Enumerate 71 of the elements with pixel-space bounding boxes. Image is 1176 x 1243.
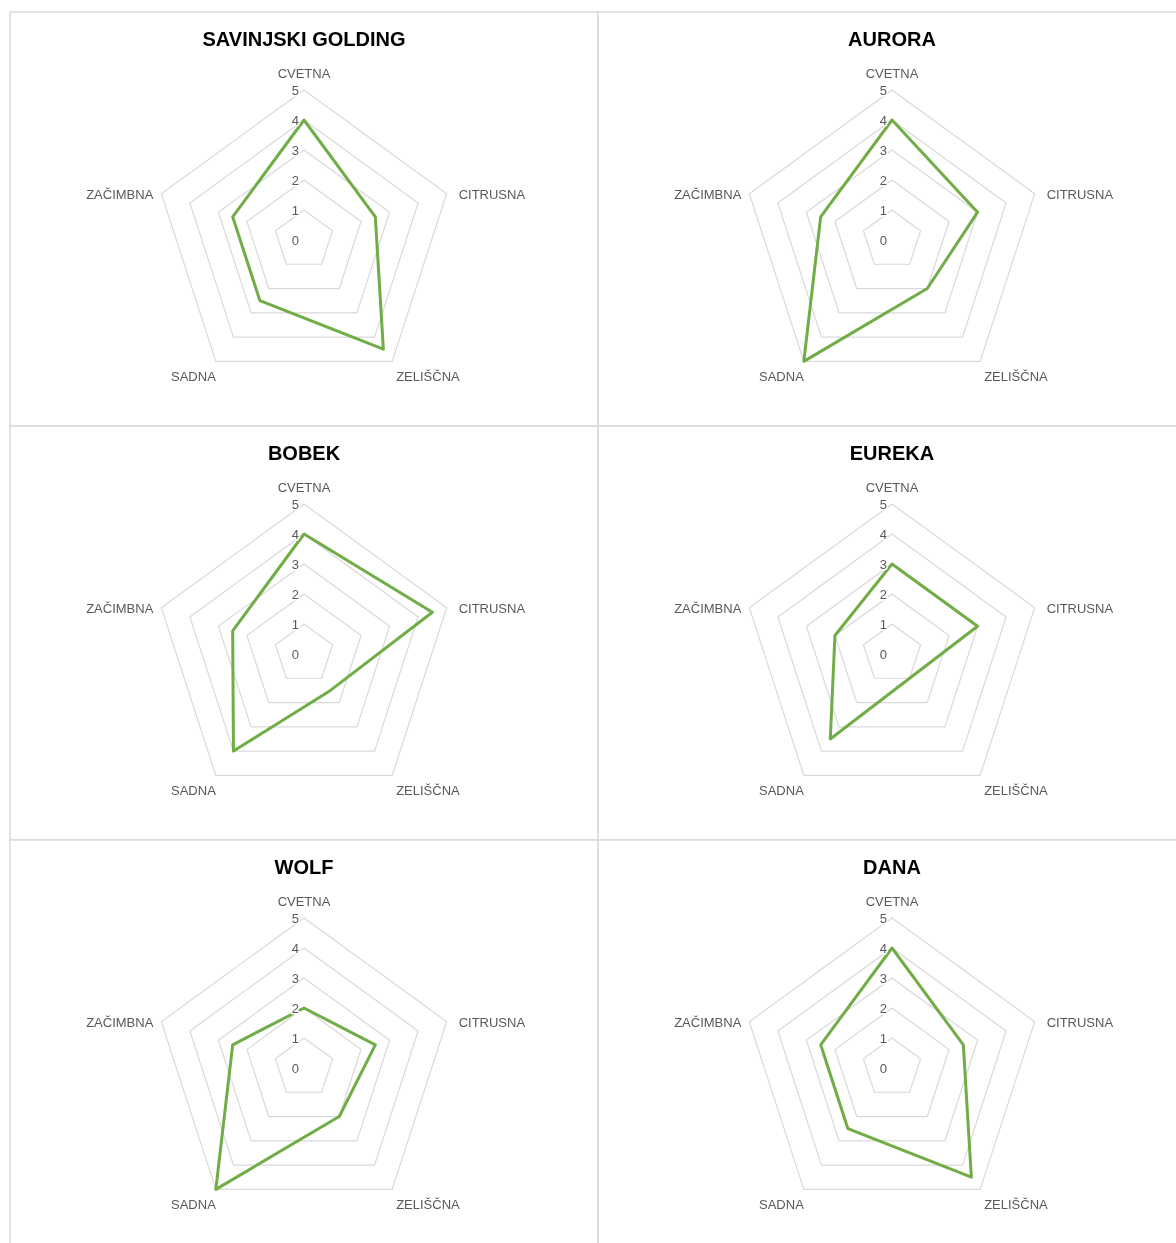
y-tick-label: 1 xyxy=(291,1031,299,1046)
chart-title: DANA xyxy=(863,856,921,878)
y-tick-label: 5 xyxy=(879,83,887,98)
spoke-label: ZELIŠČNA xyxy=(396,783,461,799)
y-tick-label: 3 xyxy=(291,557,299,572)
y-tick-label: 4 xyxy=(879,941,887,956)
spoke-label: CITRUSNA xyxy=(1046,600,1114,616)
chart-title: AURORA xyxy=(848,28,936,50)
y-tick-label: 3 xyxy=(879,971,887,986)
spoke-label: CITRUSNA xyxy=(458,600,526,616)
y-tick-label: 2 xyxy=(879,587,887,602)
spoke-label: SADNA xyxy=(759,783,805,799)
y-tick-label: 4 xyxy=(291,527,299,542)
y-tick-label: 5 xyxy=(291,83,299,98)
spoke-label: SADNA xyxy=(759,1197,805,1213)
y-tick-label: 0 xyxy=(291,1061,299,1076)
spoke-label: ZELIŠČNA xyxy=(984,1197,1049,1213)
y-tick-label: 4 xyxy=(291,941,299,956)
y-tick-label: 4 xyxy=(879,113,887,128)
y-tick-label: 3 xyxy=(879,557,887,572)
spoke-label: SADNA xyxy=(171,1197,217,1213)
y-tick-label: 5 xyxy=(291,497,299,512)
spoke-label: ZELIŠČNA xyxy=(984,783,1049,799)
y-tick-label: 0 xyxy=(879,233,887,248)
spoke-label: ZAČIMBNA xyxy=(86,186,154,202)
y-tick-label: 0 xyxy=(879,1061,887,1076)
y-tick-label: 2 xyxy=(879,173,887,188)
spoke-label: SADNA xyxy=(171,369,217,385)
spoke-label: SADNA xyxy=(171,783,217,799)
y-tick-label: 1 xyxy=(879,617,887,632)
y-tick-label: 1 xyxy=(879,1031,887,1046)
y-tick-label: 5 xyxy=(879,497,887,512)
spoke-label: CITRUSNA xyxy=(458,1014,526,1030)
spoke-label: CVETNA xyxy=(277,480,331,495)
spoke-label: CVETNA xyxy=(277,66,331,81)
y-tick-label: 2 xyxy=(291,587,299,602)
spoke-label: ZAČIMBNA xyxy=(674,1014,742,1030)
y-tick-label: 1 xyxy=(291,617,299,632)
spoke-label: ZAČIMBNA xyxy=(86,1014,154,1030)
y-tick-label: 3 xyxy=(291,971,299,986)
chart-title: SAVINJSKI GOLDING xyxy=(202,28,406,50)
spoke-label: ZAČIMBNA xyxy=(674,600,742,616)
y-tick-label: 5 xyxy=(879,911,887,926)
y-tick-label: 5 xyxy=(291,911,299,926)
y-tick-label: 3 xyxy=(291,143,299,158)
spoke-label: CVETNA xyxy=(865,66,919,81)
y-tick-label: 2 xyxy=(879,1001,887,1016)
y-tick-label: 1 xyxy=(879,203,887,218)
y-tick-label: 0 xyxy=(291,233,299,248)
spoke-label: ZELIŠČNA xyxy=(984,369,1049,385)
spoke-label: CVETNA xyxy=(865,894,919,909)
y-tick-label: 4 xyxy=(291,113,299,128)
spoke-label: CITRUSNA xyxy=(1046,186,1114,202)
chart-title: EUREKA xyxy=(849,442,935,464)
chart-title: WOLF xyxy=(274,856,334,878)
spoke-label: ZELIŠČNA xyxy=(396,369,461,385)
y-tick-label: 2 xyxy=(291,173,299,188)
spoke-label: CVETNA xyxy=(865,480,919,495)
y-tick-label: 0 xyxy=(879,647,887,662)
spoke-label: CITRUSNA xyxy=(1046,1014,1114,1030)
y-tick-label: 3 xyxy=(879,143,887,158)
y-tick-label: 4 xyxy=(879,527,887,542)
spoke-label: ZAČIMBNA xyxy=(674,186,742,202)
spoke-label: CITRUSNA xyxy=(458,186,526,202)
y-tick-label: 0 xyxy=(291,647,299,662)
spoke-label: CVETNA xyxy=(277,894,331,909)
spoke-label: ZAČIMBNA xyxy=(86,600,154,616)
spoke-label: SADNA xyxy=(759,369,805,385)
chart-title: BOBEK xyxy=(267,442,341,464)
y-tick-label: 1 xyxy=(291,203,299,218)
spoke-label: ZELIŠČNA xyxy=(396,1197,461,1213)
